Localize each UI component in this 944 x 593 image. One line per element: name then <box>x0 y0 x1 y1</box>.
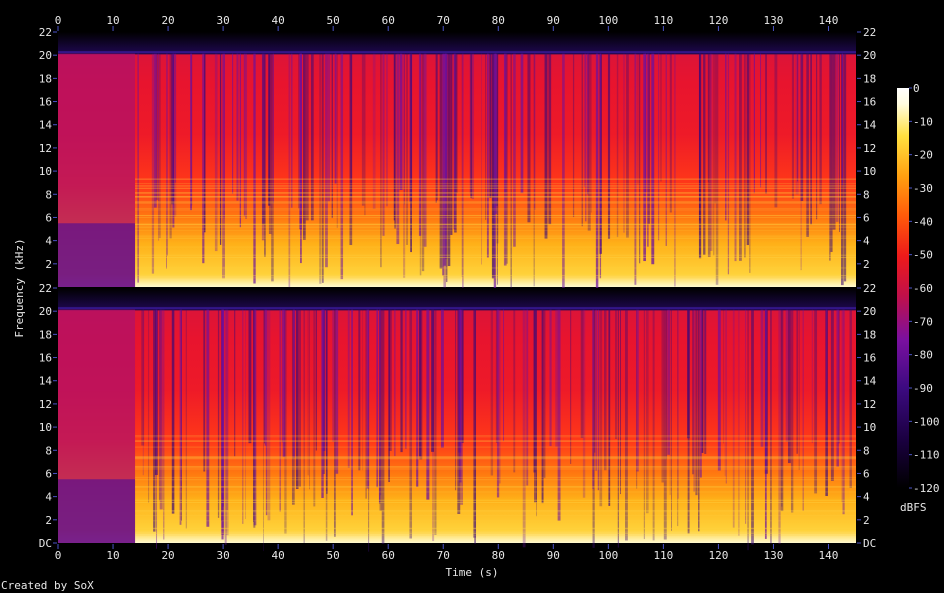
y-tick-label-lower: 16 <box>39 352 52 365</box>
x-tick-top-label: 60 <box>382 14 395 27</box>
y-tick-label-right-lower: 8 <box>863 444 870 457</box>
y-tick-label-right-lower: 2 <box>863 514 870 527</box>
y-tick-label-lower: 20 <box>39 305 52 318</box>
x-tick-top-label: 30 <box>216 14 229 27</box>
y-tick-label-lower: 18 <box>39 328 52 341</box>
y-tick-label-lower: 14 <box>39 375 53 388</box>
y-tick-label-right-lower: 12 <box>863 398 876 411</box>
y-tick-label-lower: 4 <box>45 491 52 504</box>
colorbar-tick-label: -80 <box>913 349 933 362</box>
spectrogram-panel-upper <box>58 32 856 295</box>
y-tick-label-lower: 22 <box>39 282 52 295</box>
x-tick-top-label: 0 <box>55 14 62 27</box>
colorbar-tick-label: -70 <box>913 315 933 328</box>
y-tick-label-right-upper: 6 <box>863 211 870 224</box>
y-tick-label-right-upper: 2 <box>863 258 870 271</box>
y-tick-label-upper: 14 <box>39 119 53 132</box>
y-tick-label-right-lower: 14 <box>863 375 877 388</box>
x-tick-top-label: 100 <box>598 14 618 27</box>
x-tick-top-label: 130 <box>764 14 784 27</box>
y-tick-label-right-upper: 14 <box>863 119 877 132</box>
x-tick-bottom-label: 0 <box>55 549 62 562</box>
x-tick-bottom-label: 40 <box>272 549 285 562</box>
y-tick-label-right-lower: 20 <box>863 305 876 318</box>
x-tick-top-label: 20 <box>161 14 174 27</box>
x-tick-bottom-label: 100 <box>598 549 618 562</box>
y-tick-label-lower: DC <box>39 537 52 550</box>
y-tick-label-lower: 8 <box>45 444 52 457</box>
y-tick-label-right-lower: 6 <box>863 467 870 480</box>
x-tick-top-label: 140 <box>819 14 839 27</box>
x-tick-bottom-label: 90 <box>547 549 560 562</box>
y-tick-label-right-upper: 12 <box>863 142 876 155</box>
x-tick-top-label: 10 <box>106 14 119 27</box>
colorbar-tick-label: -40 <box>913 215 933 228</box>
colorbar-tick-label: -60 <box>913 282 933 295</box>
y-tick-label-right-upper: 22 <box>863 26 876 39</box>
y-tick-label-upper: 20 <box>39 49 52 62</box>
colorbar-tick-label: -120 <box>913 482 940 495</box>
y-tick-label-right-upper: 20 <box>863 49 876 62</box>
x-tick-bottom-label: 110 <box>653 549 673 562</box>
y-axis-label: Frequency (kHz) <box>13 238 26 338</box>
y-tick-label-right-lower: 18 <box>863 328 876 341</box>
y-tick-label-upper: 2 <box>45 258 52 271</box>
creator-credit: Created by SoX <box>1 579 94 592</box>
colorbar-gradient <box>897 88 909 488</box>
colorbar-tick-label: -10 <box>913 115 933 128</box>
x-tick-bottom-label: 50 <box>327 549 340 562</box>
colorbar-tick-label: 0 <box>913 82 920 95</box>
y-tick-label-right-upper: 8 <box>863 188 870 201</box>
y-tick-label-lower: 12 <box>39 398 52 411</box>
colorbar-tick-label: -50 <box>913 249 933 262</box>
y-tick-label-upper: 10 <box>39 165 52 178</box>
y-tick-label-upper: 4 <box>45 235 52 248</box>
x-tick-bottom-label: 60 <box>382 549 395 562</box>
y-tick-label-right-lower: 10 <box>863 421 876 434</box>
x-tick-top-label: 50 <box>327 14 340 27</box>
x-tick-bottom-label: 30 <box>216 549 229 562</box>
x-tick-top-label: 70 <box>437 14 450 27</box>
y-tick-label-right-lower: 4 <box>863 491 870 504</box>
colorbar-tick-label: -100 <box>913 415 940 428</box>
colorbar-tick-label: -30 <box>913 182 933 195</box>
y-tick-label-upper: 22 <box>39 26 52 39</box>
y-tick-label-upper: 12 <box>39 142 52 155</box>
colorbar: 0 -10 -20 -30 -40 -50 -60 -70 -80 -90 -100 -110 -120 <box>897 82 940 495</box>
x-tick-bottom-label: 130 <box>764 549 784 562</box>
y-tick-label-lower: 2 <box>45 514 52 527</box>
x-tick-top-label: 80 <box>492 14 505 27</box>
colorbar-tick-label: -90 <box>913 382 933 395</box>
x-tick-bottom-label: 120 <box>708 549 728 562</box>
x-tick-top-label: 40 <box>272 14 285 27</box>
y-tick-label-lower: 6 <box>45 467 52 480</box>
x-axis-label: Time (s) <box>445 566 499 579</box>
y-tick-label-right-lower: 16 <box>863 352 876 365</box>
y-tick-label-right-lower: DC <box>863 537 876 550</box>
x-tick-top-label: 90 <box>547 14 560 27</box>
y-tick-label-upper: 6 <box>45 211 52 224</box>
y-tick-label-right-upper: 18 <box>863 72 876 85</box>
y-tick-label-upper: 16 <box>39 96 52 109</box>
y-tick-label-right-upper: 10 <box>863 165 876 178</box>
y-tick-label-upper: 18 <box>39 72 52 85</box>
spectrogram-panel-lower <box>58 288 856 552</box>
y-tick-label-lower: 10 <box>39 421 52 434</box>
x-tick-top-label: 120 <box>708 14 728 27</box>
colorbar-tick-label: -20 <box>913 149 933 162</box>
x-tick-bottom-label: 80 <box>492 549 505 562</box>
x-tick-bottom-label: 10 <box>106 549 119 562</box>
colorbar-tick-label: -110 <box>913 449 940 462</box>
x-tick-top-label: 110 <box>653 14 673 27</box>
x-tick-bottom-label: 140 <box>819 549 839 562</box>
x-tick-bottom-label: 70 <box>437 549 450 562</box>
colorbar-label: dBFS <box>900 501 927 514</box>
y-tick-label-upper: 8 <box>45 188 52 201</box>
y-tick-label-right-upper: 4 <box>863 235 870 248</box>
x-tick-bottom-label: 20 <box>161 549 174 562</box>
y-tick-label-right-lower: 22 <box>863 282 876 295</box>
y-tick-label-right-upper: 16 <box>863 96 876 109</box>
